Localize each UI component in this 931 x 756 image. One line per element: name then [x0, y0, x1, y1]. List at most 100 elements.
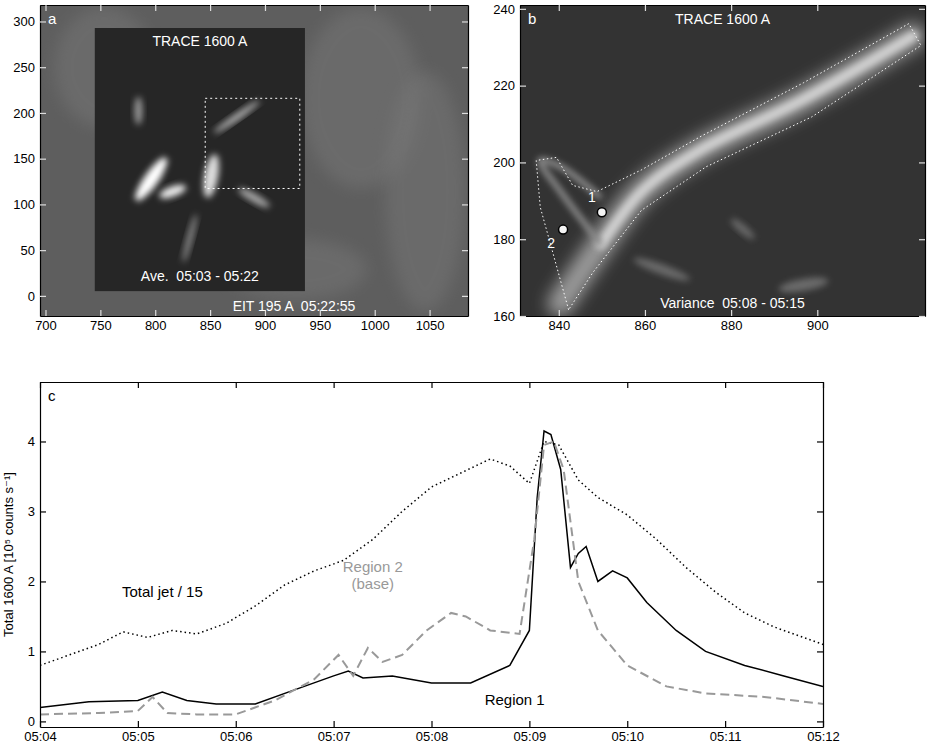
faint-feature	[778, 275, 829, 296]
series-label-line: (base)	[352, 575, 395, 592]
tick-label: 840	[548, 318, 570, 333]
tick-label: 800	[145, 318, 167, 333]
tick-label: 220	[493, 78, 515, 93]
tick-mark	[559, 5, 560, 11]
tick-mark	[334, 382, 335, 388]
tick-label: 160	[493, 309, 515, 324]
tick-label: 900	[255, 318, 277, 333]
region-contour	[597, 208, 606, 217]
tick-mark	[919, 86, 925, 87]
y-axis-right	[817, 383, 824, 728]
tick-label: 05:06	[220, 729, 253, 744]
tick-label: 1050	[416, 318, 445, 333]
tick-label: 3	[28, 504, 35, 519]
tick	[919, 9, 925, 10]
tick-label: 50	[21, 243, 35, 258]
tick: 180	[493, 232, 526, 247]
x-axis: 840860880900	[521, 310, 926, 333]
tick-label: 05:11	[710, 729, 742, 744]
plot-lines	[40, 431, 823, 714]
tick-mark	[520, 162, 526, 163]
faint-feature	[632, 254, 692, 284]
x-axis-line	[521, 316, 926, 317]
tick-label: 250	[13, 60, 35, 75]
figure: 7007508008509009501000105005010015020025…	[0, 0, 931, 756]
y-axis-line	[40, 383, 41, 728]
tick-mark	[817, 511, 823, 512]
tick-mark	[138, 382, 139, 388]
series-label: Region 1	[485, 691, 545, 708]
tick-mark	[155, 310, 156, 316]
tick-label: 2	[28, 574, 35, 589]
tick-label: 300	[13, 14, 35, 29]
tick: 0	[28, 289, 46, 304]
tick: 800	[145, 310, 167, 333]
tick-label: 240	[493, 1, 515, 16]
tick	[138, 382, 139, 388]
tick-label: 950	[309, 318, 331, 333]
y-axis: 050100150200250300	[13, 6, 46, 317]
tick	[462, 159, 468, 160]
tick-label: 900	[807, 318, 829, 333]
tick	[462, 250, 468, 251]
tick-mark	[138, 721, 139, 727]
tick	[45, 5, 46, 11]
panel-title: TRACE 1600 A	[675, 11, 771, 27]
tick	[430, 5, 431, 11]
bright-feature	[200, 153, 221, 199]
tick-label: 05:05	[122, 729, 155, 744]
tick-mark	[462, 296, 468, 297]
tick-mark	[210, 5, 211, 11]
tick-label: 750	[90, 318, 112, 333]
tick-mark	[462, 159, 468, 160]
tick	[919, 86, 925, 87]
y-axis: 160180200220240	[493, 1, 526, 323]
tick	[817, 581, 823, 582]
tick: 150	[13, 151, 46, 166]
y-axis-right-line	[925, 6, 926, 317]
y-axis-right-line	[823, 383, 824, 728]
tick-mark	[40, 113, 46, 114]
tick-mark	[817, 5, 818, 11]
tick-mark	[529, 721, 530, 727]
tick-mark	[40, 296, 46, 297]
tick-mark	[100, 5, 101, 11]
series-label-line: Region 2	[343, 558, 403, 575]
tick: 4	[28, 434, 46, 449]
tick-mark	[462, 250, 468, 251]
tick: 05:08	[416, 721, 449, 744]
y-axis-title: Total 1600 A [10⁵ counts s⁻¹]	[1, 472, 16, 637]
tick-label: 4	[28, 434, 35, 449]
tick-label: 200	[13, 106, 35, 121]
tick	[817, 511, 823, 512]
trace-image	[95, 28, 305, 291]
tick: 05:06	[220, 721, 253, 744]
tick-mark	[45, 310, 46, 316]
tick-mark	[817, 651, 823, 652]
tick-mark	[725, 382, 726, 388]
x-axis-line	[41, 316, 469, 317]
tick-mark	[817, 441, 823, 442]
panel-b: 840860880900160180200220240bTRACE 1600 A…	[493, 1, 925, 333]
plot-background	[40, 382, 823, 727]
tick-mark	[462, 67, 468, 68]
tick-label: 700	[35, 318, 57, 333]
tick	[334, 382, 335, 388]
tick: 900	[807, 310, 829, 333]
tick-label: 05:09	[514, 729, 547, 744]
panel-letter: b	[528, 10, 536, 27]
tick	[817, 441, 823, 442]
tick-mark	[817, 310, 818, 316]
series-line	[40, 431, 823, 707]
tick: 160	[493, 309, 526, 324]
tick-mark	[236, 382, 237, 388]
tick-mark	[520, 86, 526, 87]
y-axis-right	[919, 6, 926, 317]
tick: 750	[90, 310, 112, 333]
y-axis-right	[462, 6, 469, 317]
series-line	[40, 441, 823, 665]
bright-feature	[180, 213, 199, 263]
tick	[432, 382, 433, 388]
y-axis-right-line	[468, 6, 469, 317]
x-axis: 05:0405:0505:0605:0705:0805:0905:1005:11…	[24, 721, 840, 744]
